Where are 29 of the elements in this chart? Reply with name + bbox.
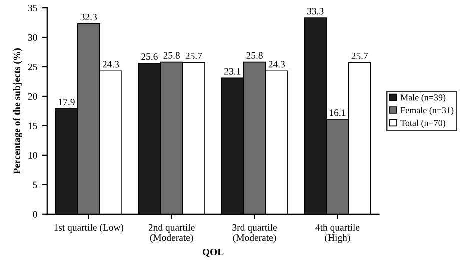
data-label: 25.8 xyxy=(164,52,180,59)
data-label: 25.7 xyxy=(352,52,368,60)
y-tick-label: 15 xyxy=(28,122,38,130)
x-tick-label: 4th quartile (High) xyxy=(316,224,360,244)
data-label: 24.3 xyxy=(268,61,286,68)
data-label: 16.1 xyxy=(330,110,346,116)
data-label: 33.3 xyxy=(308,8,324,15)
data-label: 32.3 xyxy=(80,14,97,21)
legend-label: Female (n=31) xyxy=(400,107,454,116)
data-label: 17.9 xyxy=(59,98,75,106)
data-label: 25.7 xyxy=(186,52,202,60)
y-tick-label: 5 xyxy=(33,182,38,188)
y-tick-label: 25 xyxy=(28,64,38,70)
x-tick-label: 1st quartile (Low) xyxy=(54,224,124,233)
y-tick-label: 10 xyxy=(28,152,38,159)
x-axis-title: QOL xyxy=(202,248,224,258)
x-tick-label: 3rd quartile (Moderate) xyxy=(232,224,277,244)
y-tick-label: 30 xyxy=(28,34,38,41)
data-label: 25.8 xyxy=(246,52,263,59)
y-tick-label: 0 xyxy=(33,211,38,218)
legend-label: Total (n=70) xyxy=(400,120,446,128)
data-label: 25.6 xyxy=(142,54,158,60)
y-tick-label: 20 xyxy=(28,93,38,100)
legend-label: Male (n=39) xyxy=(400,94,446,103)
y-axis-title: Percentage of the subjects (%) xyxy=(13,48,22,174)
x-tick-label: 2nd quartile (Moderate) xyxy=(148,224,195,244)
y-tick-label: 35 xyxy=(28,4,38,12)
data-label: 23.1 xyxy=(224,68,241,75)
data-label: 24.3 xyxy=(102,61,120,68)
